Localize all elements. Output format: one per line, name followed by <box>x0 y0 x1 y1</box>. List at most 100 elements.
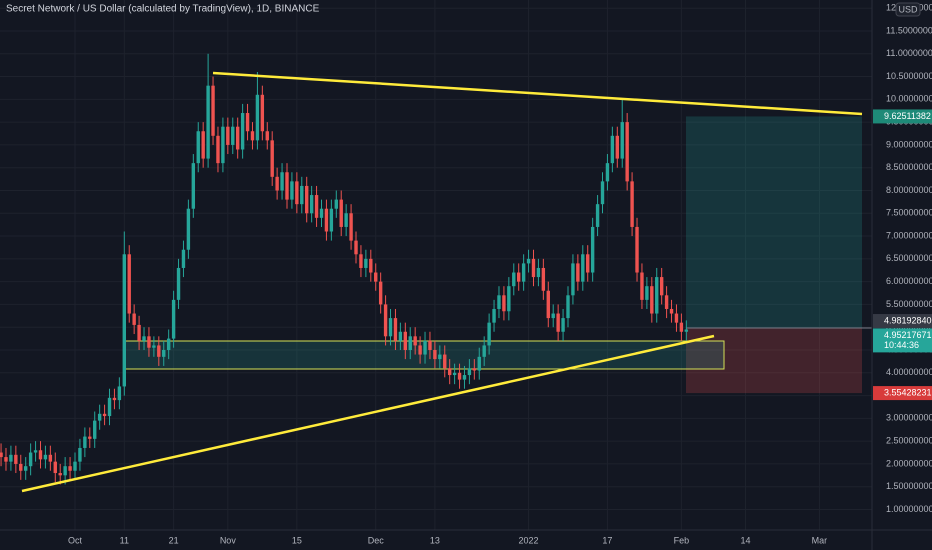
candle-body <box>640 272 644 300</box>
candle-body <box>645 286 649 300</box>
candle-body <box>235 126 240 150</box>
candle-body <box>78 447 82 462</box>
candle-body <box>423 340 427 355</box>
y-tick-label: 2.00000000 <box>886 458 932 468</box>
y-tick-label: 7.00000000 <box>886 230 932 240</box>
y-tick-label: 8.00000000 <box>886 185 932 195</box>
candle-body <box>122 254 126 387</box>
y-tick-label: 10.00000000 <box>886 94 932 104</box>
candle-body <box>88 436 92 439</box>
y-tick-label: 8.50000000 <box>886 162 932 172</box>
candle-body <box>541 267 546 291</box>
candle-body <box>492 308 496 323</box>
candle-body <box>196 131 200 164</box>
y-tick-label: 3.00000000 <box>886 413 932 423</box>
candle-body <box>551 313 555 319</box>
candle-body <box>157 345 161 357</box>
candle-body <box>477 356 481 371</box>
candle-body <box>58 473 62 476</box>
candle-body <box>142 336 146 341</box>
y-tick-label: 2.50000000 <box>886 436 932 446</box>
y-tick-label: 5.50000000 <box>886 299 932 309</box>
candle-body <box>28 452 33 467</box>
upper-trendline <box>212 71 863 116</box>
candle-body <box>655 277 659 314</box>
candle-body <box>33 450 38 453</box>
profit-zone <box>686 116 862 329</box>
candle-body <box>669 308 674 314</box>
candle-body <box>447 368 452 376</box>
y-tick-label: 4.00000000 <box>886 367 932 377</box>
entry-tag-bg <box>873 314 932 329</box>
candle-body <box>536 267 541 278</box>
candle-body <box>438 354 442 360</box>
candle-body <box>581 254 585 282</box>
last-price-tag-bg <box>873 328 932 353</box>
candle-body <box>393 318 398 341</box>
x-tick-label: 11 <box>120 535 129 545</box>
stop-tag: 3.55428231 <box>884 387 932 397</box>
candle-body <box>68 466 72 471</box>
candle-body <box>369 258 373 273</box>
currency-badge[interactable] <box>895 2 921 17</box>
candle-body <box>359 254 363 268</box>
x-tick-label: 13 <box>430 535 440 545</box>
candle-body <box>221 126 225 164</box>
y-tick-label: 1.00000000 <box>886 504 932 514</box>
y-tick-label: 9.00000000 <box>886 139 932 149</box>
candle-body <box>590 226 595 273</box>
chart-title: Secret Network / US Dollar (calculated b… <box>6 4 320 15</box>
candle-body <box>354 240 358 255</box>
candle-body <box>684 329 689 332</box>
candle-body <box>83 436 87 448</box>
candle-body <box>260 94 265 132</box>
loss-zone <box>686 328 862 394</box>
candle-body <box>4 457 8 462</box>
candle-body <box>388 318 393 337</box>
candle-body <box>403 331 408 350</box>
y-tick-label: 7.50000000 <box>886 208 932 218</box>
candle-body <box>413 336 417 346</box>
candle-body <box>226 126 230 145</box>
candle-body <box>265 131 269 141</box>
candle-body <box>309 195 314 214</box>
candle-body <box>24 466 28 471</box>
target-tag-bg <box>873 109 932 124</box>
entry-tag: 4.98192840 <box>884 315 932 325</box>
candle-body <box>171 299 176 339</box>
candle-body <box>615 135 619 159</box>
candle-body <box>561 318 565 332</box>
x-tick-label: 14 <box>740 535 750 545</box>
candle-body <box>339 199 343 227</box>
candle-body <box>408 336 412 350</box>
x-tick-label: 21 <box>169 535 179 545</box>
candle-body <box>586 254 590 273</box>
candle-body <box>97 413 102 421</box>
x-tick-label: 17 <box>602 535 612 545</box>
candle-body <box>43 454 48 460</box>
candle-body <box>107 397 112 417</box>
candle-body <box>349 213 353 241</box>
candle-body <box>166 338 171 350</box>
candle-body <box>176 267 181 300</box>
countdown: 10:44:36 <box>884 340 919 350</box>
candle-body <box>53 461 57 474</box>
candle-body <box>428 340 432 350</box>
candle-body <box>186 208 191 250</box>
candle-body <box>127 254 131 314</box>
candle-body <box>674 313 679 323</box>
candle-body <box>63 466 67 476</box>
candle-body <box>290 181 294 200</box>
candle-body <box>378 281 383 305</box>
y-tick-label: 10.50000000 <box>886 71 932 81</box>
candle-body <box>181 249 186 268</box>
candle-body <box>206 85 210 159</box>
candle-body <box>117 386 122 401</box>
candle-body <box>73 461 77 471</box>
candle-body <box>270 140 274 177</box>
candle-body <box>231 126 235 145</box>
candle-body <box>443 354 447 369</box>
lower-trendline <box>21 334 715 493</box>
candle-body <box>314 195 319 218</box>
